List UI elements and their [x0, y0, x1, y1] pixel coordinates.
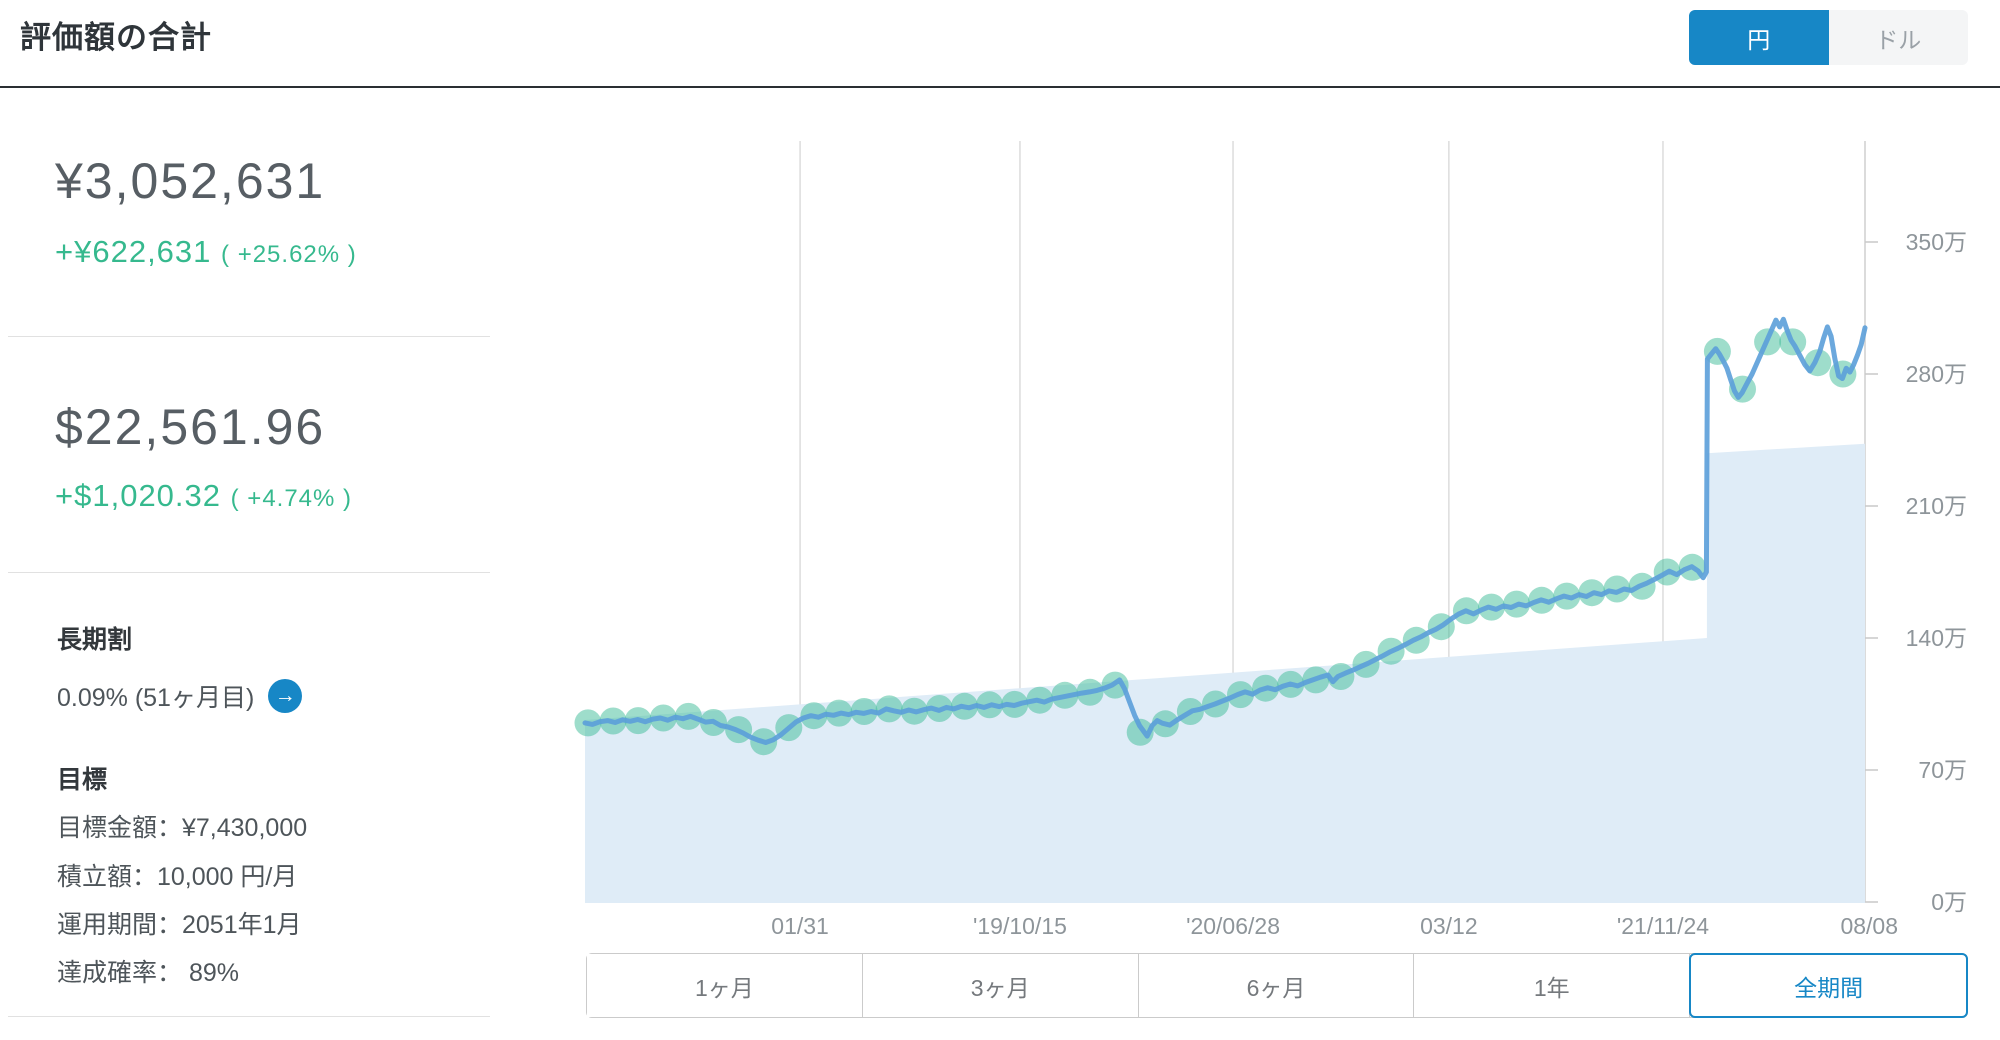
- currency-toggle-dollar[interactable]: ドル: [1828, 10, 1968, 65]
- purchase-dot: [1603, 575, 1631, 603]
- gain-yen-amount: +¥622,631: [55, 234, 212, 269]
- period-button-3months[interactable]: 3ヶ月: [862, 954, 1139, 1017]
- gain-yen-percent: ( +25.62% ): [221, 241, 357, 268]
- x-axis-label: 08/08: [1840, 913, 1898, 939]
- period-selector: 1ヶ月 3ヶ月 6ヶ月 1年 全期間: [586, 953, 1968, 1018]
- y-axis-label: 140万: [1906, 625, 1967, 651]
- value-line: [582, 316, 1868, 745]
- arrow-right-icon[interactable]: →: [268, 679, 303, 713]
- x-axis-label: '20/06/28: [1186, 913, 1280, 939]
- goal-target-amount: 目標金額：¥7,430,000: [57, 814, 308, 842]
- y-axis-label: 350万: [1906, 229, 1967, 255]
- goal-probability: 達成確率： 89%: [57, 959, 239, 987]
- period-button-6months[interactable]: 6ヶ月: [1138, 954, 1415, 1017]
- long-term-discount-value: 0.09% (51ヶ月目): [57, 684, 255, 712]
- y-axis-label: 0万: [1931, 889, 1967, 915]
- principal-area: [585, 443, 1865, 903]
- gain-yen: +¥622,631 ( +25.62% ): [55, 234, 357, 270]
- x-axis-label: 01/31: [771, 913, 829, 939]
- period-button-1year[interactable]: 1年: [1414, 954, 1691, 1017]
- currency-toggle: 円 ドル: [1689, 10, 1968, 65]
- gain-usd: +$1,020.32 ( +4.74% ): [55, 478, 352, 514]
- long-term-discount-heading: 長期割: [57, 626, 133, 654]
- period-button-1month[interactable]: 1ヶ月: [587, 954, 863, 1017]
- panel-divider: [8, 336, 490, 337]
- panel-divider: [8, 1016, 490, 1017]
- gain-usd-percent: ( +4.74% ): [230, 485, 353, 512]
- x-axis-label: '21/11/24: [1617, 913, 1709, 939]
- goal-horizon: 運用期間：2051年1月: [57, 911, 302, 939]
- goal-monthly-deposit: 積立額：10,000 円/月: [57, 863, 298, 891]
- total-value-usd: $22,561.96: [55, 399, 326, 455]
- y-axis-label: 70万: [1918, 757, 1967, 783]
- goal-heading: 目標: [57, 766, 108, 794]
- total-value-yen: ¥3,052,631: [55, 153, 326, 209]
- panel-divider: [8, 572, 490, 573]
- gain-usd-amount: +$1,020.32: [55, 478, 222, 513]
- currency-toggle-yen[interactable]: 円: [1689, 10, 1829, 65]
- y-axis-label: 280万: [1906, 361, 1967, 387]
- purchase-dot: [1126, 718, 1154, 746]
- long-term-discount-row: 0.09% (51ヶ月目) →: [57, 678, 303, 714]
- x-axis-label: '19/10/15: [973, 913, 1067, 939]
- page-title: 評価額の合計: [20, 20, 212, 55]
- header-divider: [0, 86, 2000, 88]
- y-axis-label: 210万: [1906, 493, 1967, 519]
- period-button-all[interactable]: 全期間: [1689, 953, 1968, 1018]
- x-axis-label: 03/12: [1420, 913, 1478, 939]
